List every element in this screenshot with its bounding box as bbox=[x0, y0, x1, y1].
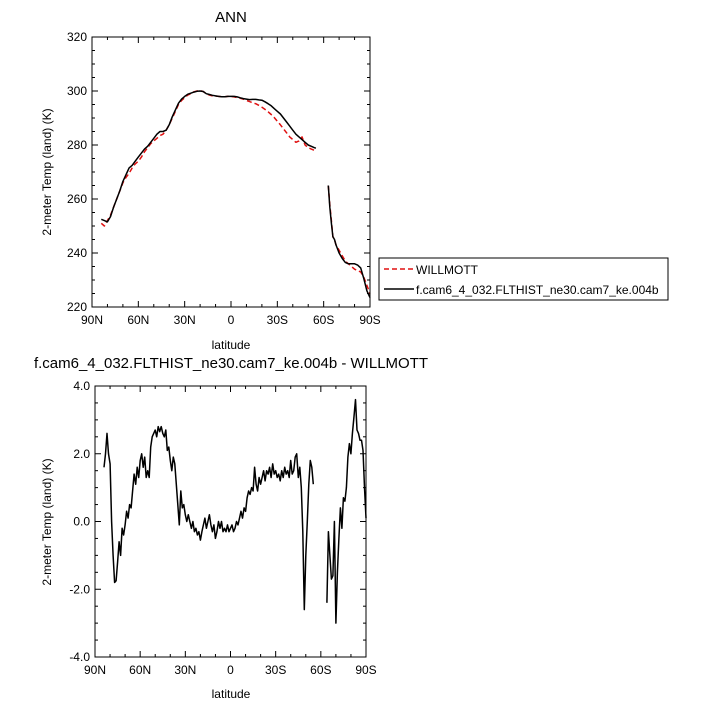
top-x-tick-label: 60S bbox=[313, 313, 334, 327]
legend: WILLMOTT f.cam6_4_032.FLTHIST_ne30.cam7_… bbox=[378, 257, 669, 301]
bottom-series-0-line-segment-1 bbox=[326, 398, 367, 624]
top-x-tick-label: 30N bbox=[174, 313, 196, 327]
bottom-x-tick-label: 90N bbox=[84, 663, 106, 677]
bottom-tick-labels: 90N 60N 30N 0 30S 60S 90S -4.0 -2.0 0.0 2.0 4.0 bbox=[69, 379, 376, 677]
top-y-axis-label: 2-meter Temp (land) (K) bbox=[40, 108, 54, 235]
bottom-x-tick-label: 30S bbox=[265, 663, 286, 677]
top-x-tick-label: 0 bbox=[228, 313, 235, 327]
top-x-tick-label: 90S bbox=[359, 313, 380, 327]
legend-label-willmott: WILLMOTT bbox=[416, 263, 479, 277]
top-tick-labels: 90N 60N 30N 0 30S 60S 90S 220 240 260 280 300 320 bbox=[67, 30, 381, 327]
bottom-y-tick-label: 2.0 bbox=[73, 447, 90, 461]
bottom-y-tick-label: 4.0 bbox=[73, 379, 90, 393]
top-series-1-line-segment-1 bbox=[327, 185, 371, 298]
bottom-x-tick-label: 30N bbox=[174, 663, 196, 677]
top-y-tick-label: 300 bbox=[67, 84, 87, 98]
bottom-axis-ticks bbox=[94, 385, 367, 658]
top-chart-title: ANN bbox=[215, 9, 247, 26]
top-series-layer bbox=[100, 89, 371, 298]
legend-box bbox=[378, 257, 669, 301]
bottom-x-tick-label: 60S bbox=[310, 663, 331, 677]
bottom-y-tick-label: 0.0 bbox=[73, 515, 90, 529]
top-plot-frame bbox=[91, 36, 371, 308]
top-x-tick-label: 90N bbox=[81, 313, 103, 327]
top-panel: ANN 90N 60N 30N 0 30S 60S 90S 220 240 260 280 300 32… bbox=[40, 9, 381, 352]
top-y-tick-label: 260 bbox=[67, 192, 87, 206]
bottom-panel: f.cam6_4_032.FLTHIST_ne30.cam7_ke.004b -… bbox=[34, 355, 428, 701]
bottom-series-layer bbox=[103, 398, 367, 624]
bottom-y-tick-label: -2.0 bbox=[69, 582, 90, 596]
top-x-tick-label: 30S bbox=[267, 313, 288, 327]
bottom-x-axis-label: latitude bbox=[212, 687, 251, 701]
top-y-tick-label: 280 bbox=[67, 138, 87, 152]
top-y-tick-label: 220 bbox=[67, 300, 87, 314]
top-x-tick-label: 60N bbox=[127, 313, 149, 327]
bottom-series-0-line-segment-0 bbox=[103, 425, 315, 611]
bottom-x-tick-label: 60N bbox=[129, 663, 151, 677]
bottom-plot-frame bbox=[94, 385, 367, 658]
bottom-chart-title: f.cam6_4_032.FLTHIST_ne30.cam7_ke.004b -… bbox=[34, 355, 428, 372]
top-series-0-line-segment-0 bbox=[100, 89, 317, 227]
top-axis-ticks bbox=[91, 36, 371, 308]
top-series-1-line-segment-0 bbox=[101, 90, 317, 223]
top-y-tick-label: 240 bbox=[67, 246, 87, 260]
legend-label-model: f.cam6_4_032.FLTHIST_ne30.cam7_ke.004b bbox=[416, 283, 659, 297]
top-x-axis-label: latitude bbox=[212, 338, 251, 352]
top-y-tick-label: 320 bbox=[67, 30, 87, 44]
bottom-x-tick-label: 0 bbox=[227, 663, 234, 677]
bottom-x-tick-label: 90S bbox=[355, 663, 376, 677]
bottom-y-tick-label: -4.0 bbox=[69, 650, 90, 664]
bottom-y-axis-label: 2-meter Temp (land) (K) bbox=[40, 458, 54, 585]
